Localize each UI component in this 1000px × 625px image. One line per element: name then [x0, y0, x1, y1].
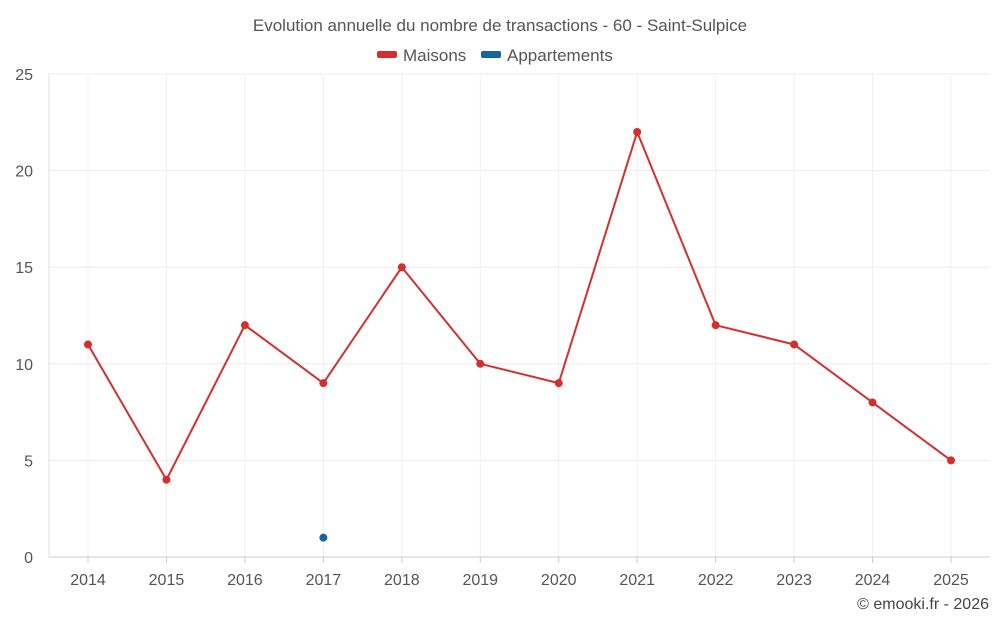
- legend-item-appartements[interactable]: Appartements: [481, 46, 613, 65]
- data-point-maisons[interactable]: [397, 263, 406, 272]
- legend-label-appartements: Appartements: [507, 46, 613, 65]
- data-point-maisons[interactable]: [711, 321, 720, 330]
- legend-swatch-appartements: [481, 51, 501, 58]
- x-tick-label: 2021: [619, 572, 655, 589]
- legend: Maisons Appartements: [377, 46, 613, 65]
- credit-text: © emooki.fr - 2026: [857, 596, 989, 613]
- data-point-maisons[interactable]: [790, 340, 799, 349]
- x-tick-label: 2014: [70, 572, 106, 589]
- grid: [49, 73, 990, 557]
- x-tick-label: 2015: [149, 572, 185, 589]
- y-tick-label: 0: [24, 550, 33, 567]
- x-tick-label: 2025: [933, 572, 969, 589]
- data-point-appartements[interactable]: [319, 533, 328, 542]
- y-tick-label: 25: [15, 67, 33, 84]
- data-point-maisons[interactable]: [476, 359, 485, 368]
- data-point-maisons[interactable]: [319, 379, 328, 388]
- x-tick-label: 2024: [855, 572, 891, 589]
- legend-swatch-maisons: [377, 51, 397, 58]
- data-point-maisons[interactable]: [947, 456, 955, 465]
- data-point-maisons[interactable]: [240, 321, 249, 330]
- x-tick-label: 2019: [462, 572, 498, 589]
- x-tick-label: 2022: [698, 572, 734, 589]
- data-point-maisons[interactable]: [868, 398, 877, 407]
- x-tick-label: 2018: [384, 572, 420, 589]
- legend-item-maisons[interactable]: Maisons: [377, 46, 466, 65]
- data-point-maisons[interactable]: [162, 475, 171, 484]
- y-tick-label: 5: [24, 453, 33, 470]
- x-tick-label: 2023: [776, 572, 812, 589]
- chart-title: Evolution annuelle du nombre de transact…: [253, 16, 747, 35]
- x-tick-label: 2016: [227, 572, 263, 589]
- data-point-maisons[interactable]: [554, 379, 563, 388]
- x-tick-label: 2017: [306, 572, 342, 589]
- y-tick-label: 20: [15, 164, 33, 181]
- x-tick-label: 2020: [541, 572, 577, 589]
- data-point-maisons[interactable]: [633, 127, 642, 136]
- series-layer: [84, 127, 955, 542]
- y-tick-label: 15: [15, 260, 33, 277]
- legend-label-maisons: Maisons: [403, 46, 466, 65]
- data-point-maisons[interactable]: [84, 340, 92, 349]
- series-line-maisons: [87, 130, 952, 481]
- y-tick-label: 10: [15, 357, 33, 374]
